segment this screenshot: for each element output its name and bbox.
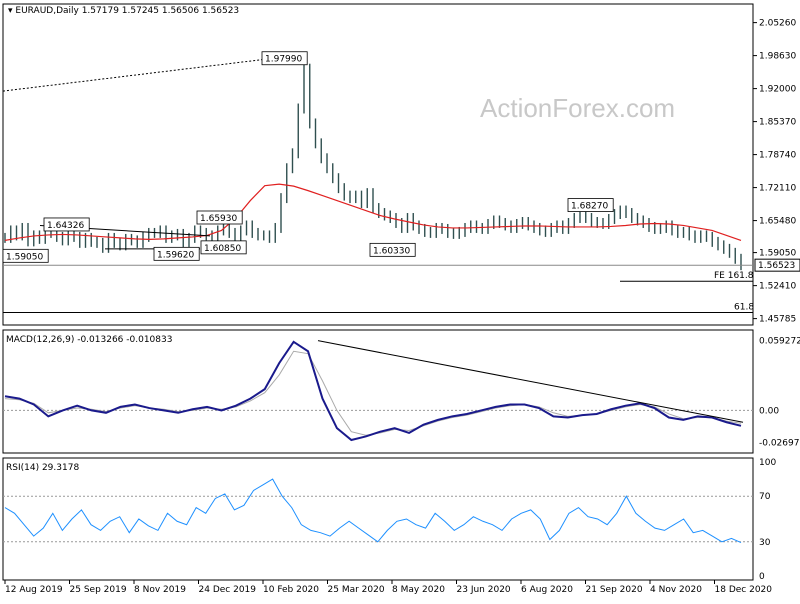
price-tick-label: 1.72110 <box>759 184 796 194</box>
x-tick-label: 25 Mar 2020 <box>328 585 385 595</box>
chart-title: ▾ EURAUD,Daily 1.57179 1.57245 1.56506 1… <box>8 6 239 16</box>
price-tick-label: 1.78740 <box>759 151 796 161</box>
price-annotation-box <box>369 242 416 257</box>
price-annotation-box <box>2 248 49 263</box>
price-tick-label: 1.85370 <box>759 118 796 128</box>
price-tick-label: 1.45785 <box>759 315 796 325</box>
macd-signal-line <box>4 350 742 436</box>
macd-tick-label: 0.059272 <box>759 336 800 346</box>
x-tick-label: 18 Dec 2020 <box>715 585 773 595</box>
x-tick-label: 12 Aug 2019 <box>5 585 63 595</box>
rsi-tick-label: 100 <box>759 458 776 468</box>
x-axis: 12 Aug 2019 25 Sep 2019 8 Nov 2019 24 Dec 2… <box>4 580 773 595</box>
x-tick-label: 25 Sep 2019 <box>70 585 127 595</box>
price-tick-label: 2.05260 <box>759 19 796 29</box>
price-annotation-label: 1.60850 <box>204 244 241 254</box>
price-annotation-label: 1.59050 <box>6 252 43 262</box>
macd-tick-label: 0.00 <box>759 406 779 416</box>
price-tick-label: 1.98630 <box>759 52 796 62</box>
price-panel: 2.05260 1.98630 1.92000 1.85370 1.78740 1.721… <box>2 3 800 326</box>
price-annotation-box <box>43 217 90 232</box>
price-panel-frame <box>2 3 754 326</box>
price-tick-label: 1.65480 <box>759 217 796 227</box>
price-annotation-box <box>153 246 200 261</box>
x-tick-label: 23 Jun 2020 <box>457 585 511 595</box>
macd-line <box>4 340 742 442</box>
rsi-title: RSI(14) 29.3178 <box>6 463 79 473</box>
x-tick-label: 6 Aug 2020 <box>521 585 573 595</box>
price-annotation-label: 1.68270 <box>571 202 608 212</box>
rsi-tick-label: 70 <box>759 492 771 502</box>
last-price-value: 1.56523 <box>758 261 795 271</box>
price-tick-label: 1.52410 <box>759 282 796 292</box>
moving-average-line <box>4 183 742 241</box>
price-annotation-label: 1.97990 <box>265 55 302 65</box>
price-annotation-label: 1.59620 <box>157 250 194 260</box>
fe-label: FE 161.8 <box>714 271 754 281</box>
rsi-tick-label: 30 <box>759 538 771 548</box>
macd-title: MACD(12,26,9) -0.013266 -0.010833 <box>6 335 172 345</box>
x-tick-label: 8 May 2020 <box>392 585 445 595</box>
price-annotation-label: 1.60330 <box>373 246 410 256</box>
x-tick-label: 8 Nov 2019 <box>134 585 186 595</box>
rsi-line <box>4 478 742 544</box>
x-tick-label: 10 Feb 2020 <box>263 585 319 595</box>
price-annotation-label: 1.65930 <box>200 214 237 224</box>
macd-panel: 0.059272 0.00 -0.026978 MACD(12,26,9) -0.01… <box>2 329 800 454</box>
x-tick-label: 4 Nov 2020 <box>650 585 702 595</box>
x-tick-label: 21 Sep 2020 <box>586 585 643 595</box>
price-annotation-box <box>261 51 308 66</box>
last-price-tag <box>754 258 800 272</box>
x-tick-label: 24 Dec 2019 <box>199 585 257 595</box>
macd-panel-frame <box>2 329 754 454</box>
watermark-text: ActionForex.com <box>480 93 675 123</box>
price-annotation-box <box>567 198 614 212</box>
dashed-trendline <box>2 55 291 92</box>
price-tick-label: 1.59050 <box>759 249 796 259</box>
price-annotation-box <box>196 210 243 225</box>
rsi-tick-label: 0 <box>759 572 765 582</box>
price-tick-label: 1.92000 <box>759 85 796 95</box>
price-annotation-label: 1.64326 <box>47 221 84 231</box>
macd-tick-label: -0.026978 <box>759 438 800 448</box>
rsi-panel: 100 70 30 0 RSI(14) 29.3178 <box>2 457 776 582</box>
price-annotation-box <box>200 240 247 255</box>
rsi-panel-frame <box>2 457 754 581</box>
fib-label: 61.8 <box>734 303 754 313</box>
macd-trendline <box>317 340 744 423</box>
